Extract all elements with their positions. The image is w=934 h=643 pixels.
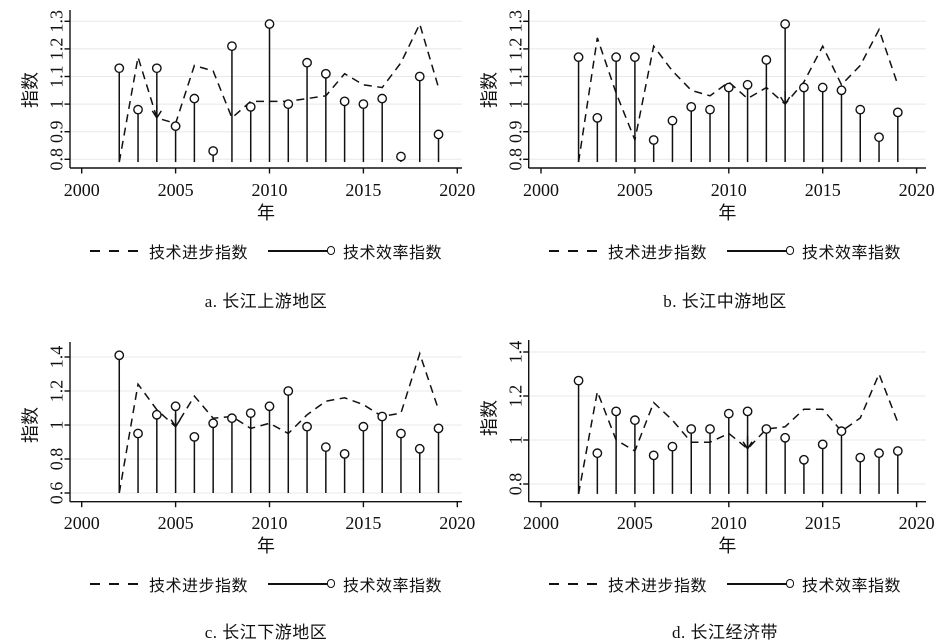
svg-text:0.8: 0.8 <box>46 148 66 171</box>
svg-text:指数: 指数 <box>479 400 499 436</box>
svg-text:2010: 2010 <box>252 180 288 200</box>
legend-chart-b: 技术进步指数 技术效率指数 <box>529 238 921 264</box>
svg-text:2010: 2010 <box>711 513 747 533</box>
svg-text:2005: 2005 <box>158 513 194 533</box>
subtitle-chart-d: d. 长江经济带 <box>672 623 778 642</box>
dashed-line-sample <box>548 249 597 253</box>
svg-text:0.8: 0.8 <box>46 448 66 471</box>
svg-text:1.4: 1.4 <box>505 341 525 364</box>
solid-line-sample <box>268 579 335 588</box>
svg-text:1.4: 1.4 <box>46 346 66 369</box>
svg-text:0.6: 0.6 <box>46 482 66 505</box>
svg-text:年: 年 <box>718 536 736 556</box>
svg-text:2005: 2005 <box>617 513 653 533</box>
circle-marker-icon <box>326 246 335 255</box>
svg-text:0.8: 0.8 <box>505 473 525 496</box>
legend-chart-c: 技术进步指数 技术效率指数 <box>70 571 462 597</box>
svg-text:1.2: 1.2 <box>46 38 66 61</box>
dashed-line-sample <box>89 582 138 586</box>
solid-line-sample <box>727 579 794 588</box>
legend-label-progress: 技术进步指数 <box>607 245 707 262</box>
solid-line-sample <box>727 246 794 255</box>
legend-label-efficiency: 技术效率指数 <box>802 245 902 262</box>
svg-text:1.1: 1.1 <box>505 65 525 88</box>
subtitle-chart-c: c. 长江下游地区 <box>204 623 328 642</box>
circle-marker-icon <box>326 579 335 588</box>
svg-text:年: 年 <box>257 203 275 223</box>
svg-text:2000: 2000 <box>523 180 559 200</box>
svg-text:1.2: 1.2 <box>46 380 66 403</box>
svg-text:2000: 2000 <box>64 180 100 200</box>
legend-label-progress: 技术进步指数 <box>607 578 707 595</box>
chart-c: 0.6 0.8 1 1.2 1.4 2000 2005 2010 2015 2020 年 指数 <box>20 342 475 556</box>
svg-text:2015: 2015 <box>345 513 381 533</box>
svg-text:年: 年 <box>257 536 275 556</box>
legend-chart-a: 技术进步指数 技术效率指数 <box>70 238 462 264</box>
svg-text:2015: 2015 <box>805 180 841 200</box>
svg-text:年: 年 <box>718 203 736 223</box>
solid-line-sample <box>268 246 335 255</box>
dashed-line-sample <box>548 582 597 586</box>
svg-text:1.2: 1.2 <box>505 38 525 61</box>
svg-text:2020: 2020 <box>899 513 934 533</box>
legend-label-efficiency: 技术效率指数 <box>343 578 443 595</box>
svg-text:2010: 2010 <box>711 180 747 200</box>
svg-text:2020: 2020 <box>439 513 475 533</box>
svg-text:1.1: 1.1 <box>46 65 66 88</box>
svg-text:指数: 指数 <box>20 72 40 108</box>
svg-text:1: 1 <box>46 100 66 109</box>
circle-marker-icon <box>785 579 794 588</box>
svg-text:2005: 2005 <box>617 180 653 200</box>
legend-label-efficiency: 技术效率指数 <box>802 578 902 595</box>
svg-text:0.9: 0.9 <box>46 120 66 143</box>
svg-text:2000: 2000 <box>64 513 100 533</box>
chart-a: 0.8 0.9 1 1.1 1.2 1.3 2000 2005 2010 2015 2020 年 指数 <box>20 10 475 223</box>
chart-d: 0.8 1 1.2 1.4 2000 2005 2010 2015 2020 年 指数 <box>479 340 934 556</box>
svg-text:2020: 2020 <box>899 180 934 200</box>
svg-text:2010: 2010 <box>252 513 288 533</box>
svg-text:1.3: 1.3 <box>505 10 525 33</box>
subtitle-chart-b: b. 长江中游地区 <box>663 292 787 311</box>
svg-text:1: 1 <box>505 436 525 445</box>
svg-text:1: 1 <box>46 421 66 430</box>
dashed-line-sample <box>89 249 138 253</box>
svg-text:2015: 2015 <box>805 513 841 533</box>
svg-text:2000: 2000 <box>523 513 559 533</box>
legend-chart-d: 技术进步指数 技术效率指数 <box>529 571 921 597</box>
legend-label-efficiency: 技术效率指数 <box>343 245 443 262</box>
svg-text:0.9: 0.9 <box>505 120 525 143</box>
svg-text:指数: 指数 <box>20 407 40 443</box>
subtitle-chart-a: a. 长江上游地区 <box>204 292 328 311</box>
svg-text:1.3: 1.3 <box>46 10 66 33</box>
legend-label-progress: 技术进步指数 <box>148 578 248 595</box>
svg-text:2020: 2020 <box>439 180 475 200</box>
circle-marker-icon <box>785 246 794 255</box>
chart-b: 0.8 0.9 1 1.1 1.2 1.3 2000 2005 2010 2015 2020 年 指数 <box>479 10 934 223</box>
svg-text:1: 1 <box>505 100 525 109</box>
svg-text:指数: 指数 <box>479 72 499 108</box>
svg-text:1.2: 1.2 <box>505 385 525 408</box>
legend-label-progress: 技术进步指数 <box>148 245 248 262</box>
svg-text:2015: 2015 <box>345 180 381 200</box>
svg-text:2005: 2005 <box>158 180 194 200</box>
svg-text:0.8: 0.8 <box>505 148 525 171</box>
